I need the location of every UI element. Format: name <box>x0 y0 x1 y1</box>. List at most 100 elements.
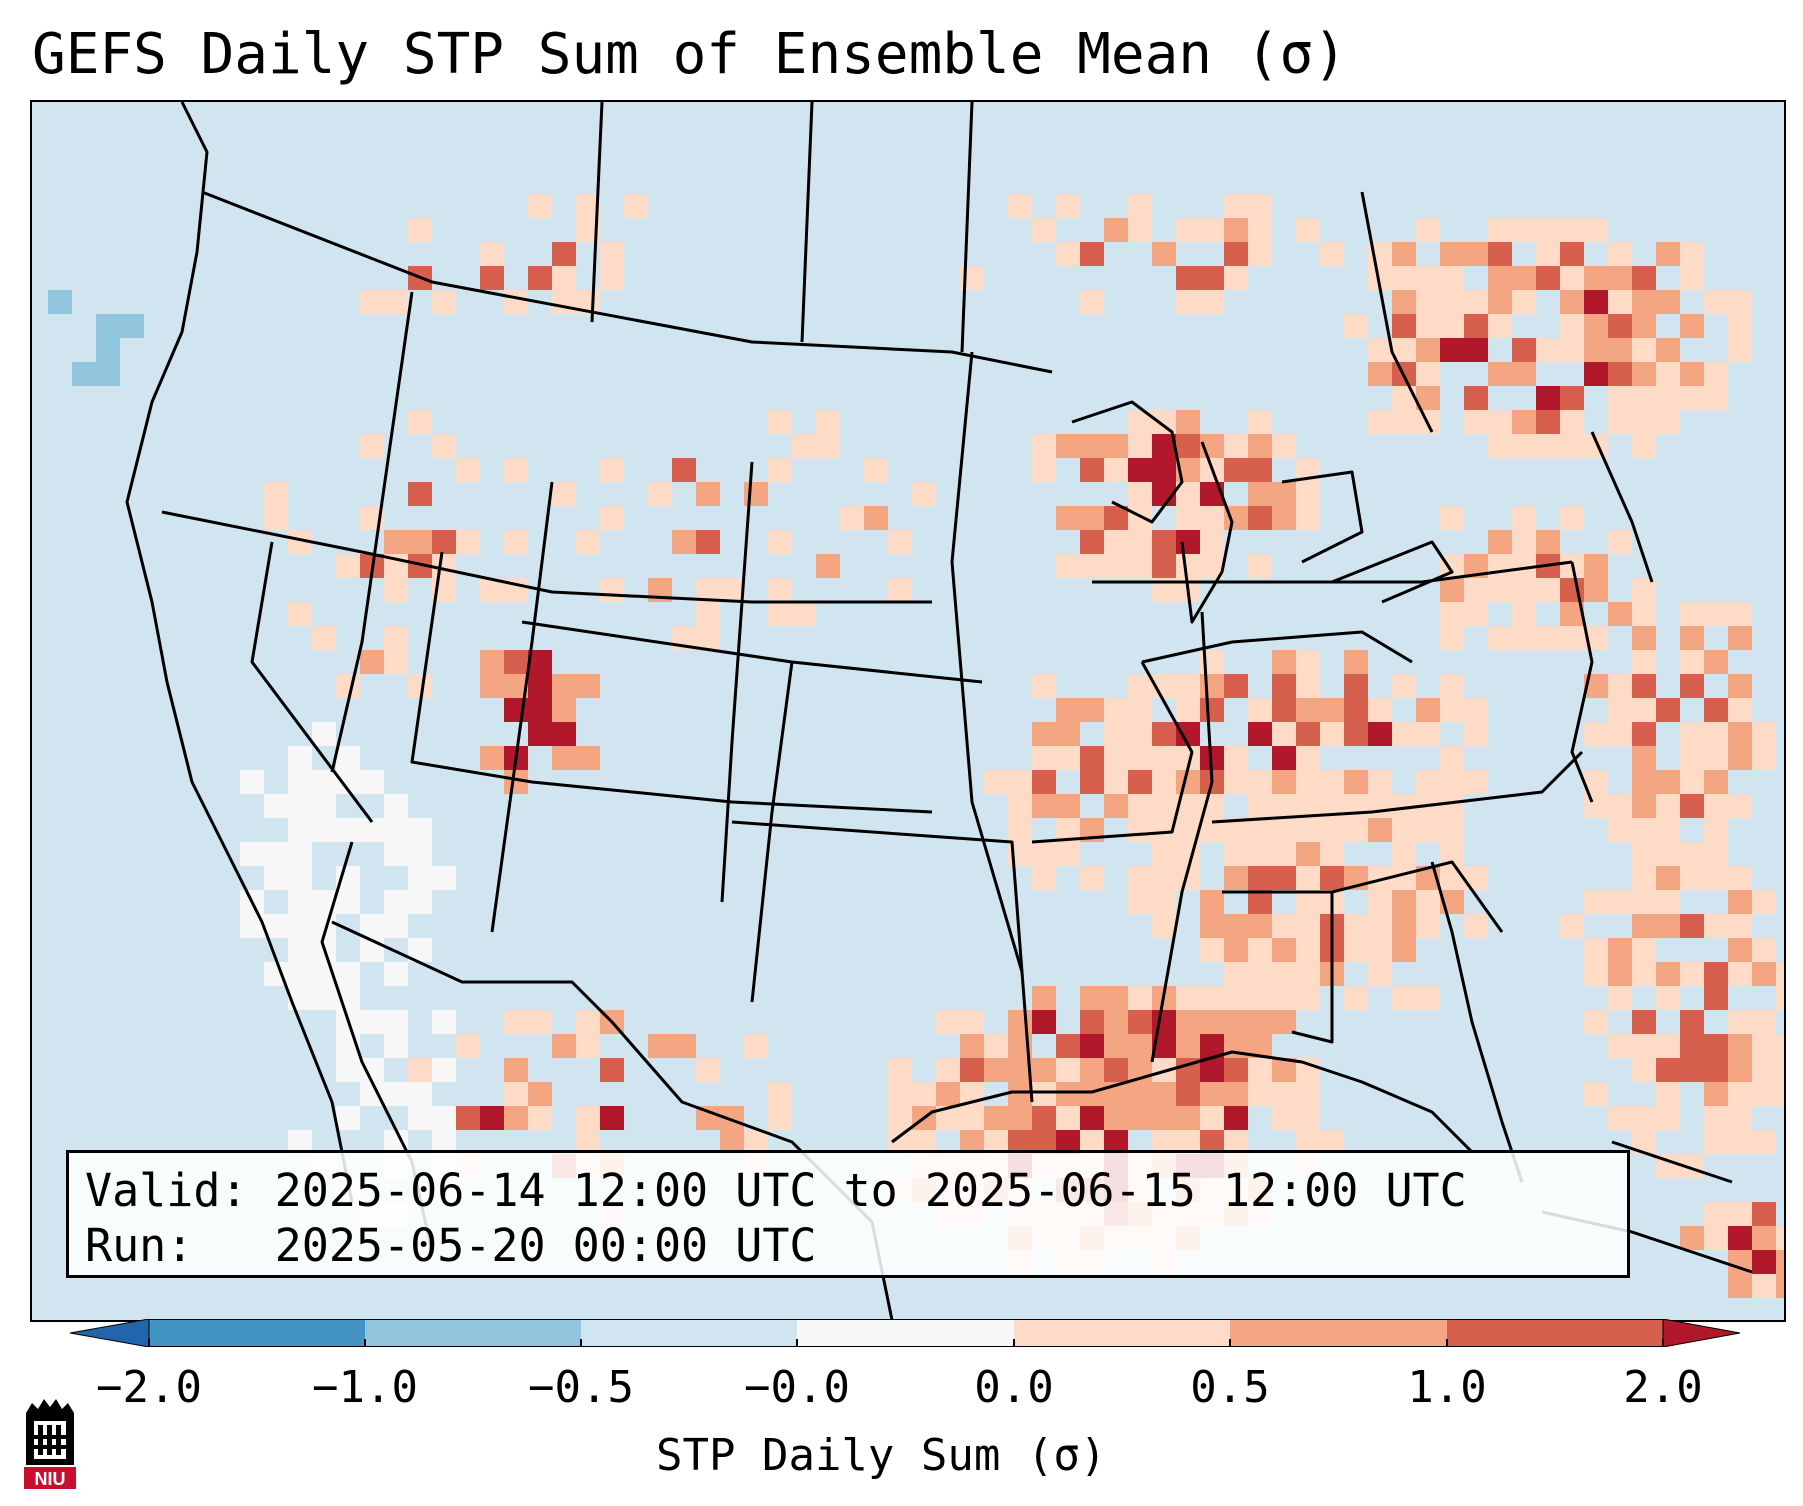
grid-cell <box>792 602 816 626</box>
grid-cell <box>1392 938 1416 962</box>
grid-cell <box>1584 890 1608 914</box>
grid-cell <box>1392 674 1416 698</box>
grid-cell <box>336 554 360 578</box>
grid-cell <box>1224 1010 1248 1034</box>
grid-cell <box>1728 1226 1752 1250</box>
svg-text:NIU: NIU <box>35 1469 66 1489</box>
grid-cell <box>1632 266 1656 290</box>
grid-cell <box>1080 554 1104 578</box>
grid-cell <box>288 746 312 770</box>
grid-cell <box>1152 722 1176 746</box>
grid-cell <box>1632 794 1656 818</box>
grid-cell <box>1704 290 1728 314</box>
grid-cell <box>1296 842 1320 866</box>
grid-cell <box>504 1058 528 1082</box>
grid-cell <box>1128 1034 1152 1058</box>
grid-cell <box>1056 842 1080 866</box>
grid-cell <box>1296 650 1320 674</box>
niu-logo: NIU <box>24 1399 76 1489</box>
grid-cell <box>1728 1034 1752 1058</box>
grid-cell <box>1464 410 1488 434</box>
grid-cell <box>840 506 864 530</box>
grid-cell <box>1128 866 1152 890</box>
grid-cell <box>1776 1034 1784 1058</box>
grid-cell <box>984 1058 1008 1082</box>
grid-cell <box>1104 530 1128 554</box>
grid-cell <box>1632 770 1656 794</box>
grid-cell <box>312 770 336 794</box>
grid-cell <box>1080 746 1104 770</box>
valid-value: 2025-06-14 12:00 UTC to 2025-06-15 12:00… <box>274 1164 1467 1217</box>
grid-cell <box>1704 1082 1728 1106</box>
grid-cell <box>1656 866 1680 890</box>
grid-cell <box>1608 722 1632 746</box>
map-plot <box>30 100 1786 1322</box>
grid-cell <box>1272 434 1296 458</box>
grid-cell <box>1704 818 1728 842</box>
grid-cell <box>384 842 408 866</box>
grid-cell <box>1656 770 1680 794</box>
grid-cell <box>1176 410 1200 434</box>
grid-cell <box>1248 554 1272 578</box>
grid-cell <box>1488 266 1512 290</box>
boundary-line <box>960 102 974 353</box>
grid-cell <box>1416 722 1440 746</box>
grid-cell <box>1032 842 1056 866</box>
grid-cell <box>1392 986 1416 1010</box>
grid-cell <box>1200 698 1224 722</box>
grid-cell <box>1704 1034 1728 1058</box>
grid-cell <box>1512 362 1536 386</box>
colorbar-tick-label: 0.5 <box>1190 1362 1270 1413</box>
grid-cell <box>1680 794 1704 818</box>
grid-cell <box>1680 1226 1704 1250</box>
grid-cell <box>1512 578 1536 602</box>
grid-cell <box>336 818 360 842</box>
grid-cell <box>336 674 360 698</box>
grid-cell <box>264 482 288 506</box>
grid-cell <box>1704 986 1728 1010</box>
grid-cell <box>1704 866 1728 890</box>
grid-cell <box>552 674 576 698</box>
grid-cell <box>1224 986 1248 1010</box>
grid-cell <box>1416 338 1440 362</box>
grid-cell <box>1728 938 1752 962</box>
grid-cell <box>1728 1058 1752 1082</box>
boundary-line <box>750 661 794 1003</box>
boundary-line <box>1180 441 1234 624</box>
grid-cell <box>1368 914 1392 938</box>
grid-cell <box>1272 482 1296 506</box>
grid-cell <box>408 1106 432 1130</box>
grid-cell <box>1608 1106 1632 1130</box>
grid-cell <box>384 818 408 842</box>
boundary-line <box>1590 431 1654 583</box>
grid-cell <box>1128 1082 1152 1106</box>
grid-cell <box>1080 1082 1104 1106</box>
grid-cell <box>888 530 912 554</box>
colorbar-tick-label: −0.0 <box>744 1362 850 1413</box>
grid-cell <box>1152 890 1176 914</box>
boundary-line <box>1570 561 1594 803</box>
grid-cell <box>1536 338 1560 362</box>
grid-cell <box>1656 1082 1680 1106</box>
colorbar-label: STP Daily Sum (σ) <box>656 1430 1107 1481</box>
grid-cell <box>1128 698 1152 722</box>
grid-cell <box>1560 506 1584 530</box>
grid-cell <box>1104 770 1128 794</box>
grid-cell <box>1728 1202 1752 1226</box>
grid-cell <box>528 1082 552 1106</box>
grid-cell <box>1008 1010 1032 1034</box>
grid-cell <box>288 770 312 794</box>
grid-cell <box>1440 602 1464 626</box>
boundary-line <box>125 102 354 1203</box>
grid-cell <box>72 362 96 386</box>
grid-cell <box>552 698 576 722</box>
grid-cell <box>1248 698 1272 722</box>
grid-cell <box>528 674 552 698</box>
grid-cell <box>1368 410 1392 434</box>
grid-cell <box>384 1010 408 1034</box>
grid-cell <box>1392 866 1416 890</box>
grid-cell <box>1608 986 1632 1010</box>
grid-cell <box>1176 698 1200 722</box>
grid-cell <box>1416 218 1440 242</box>
grid-cell <box>1272 770 1296 794</box>
